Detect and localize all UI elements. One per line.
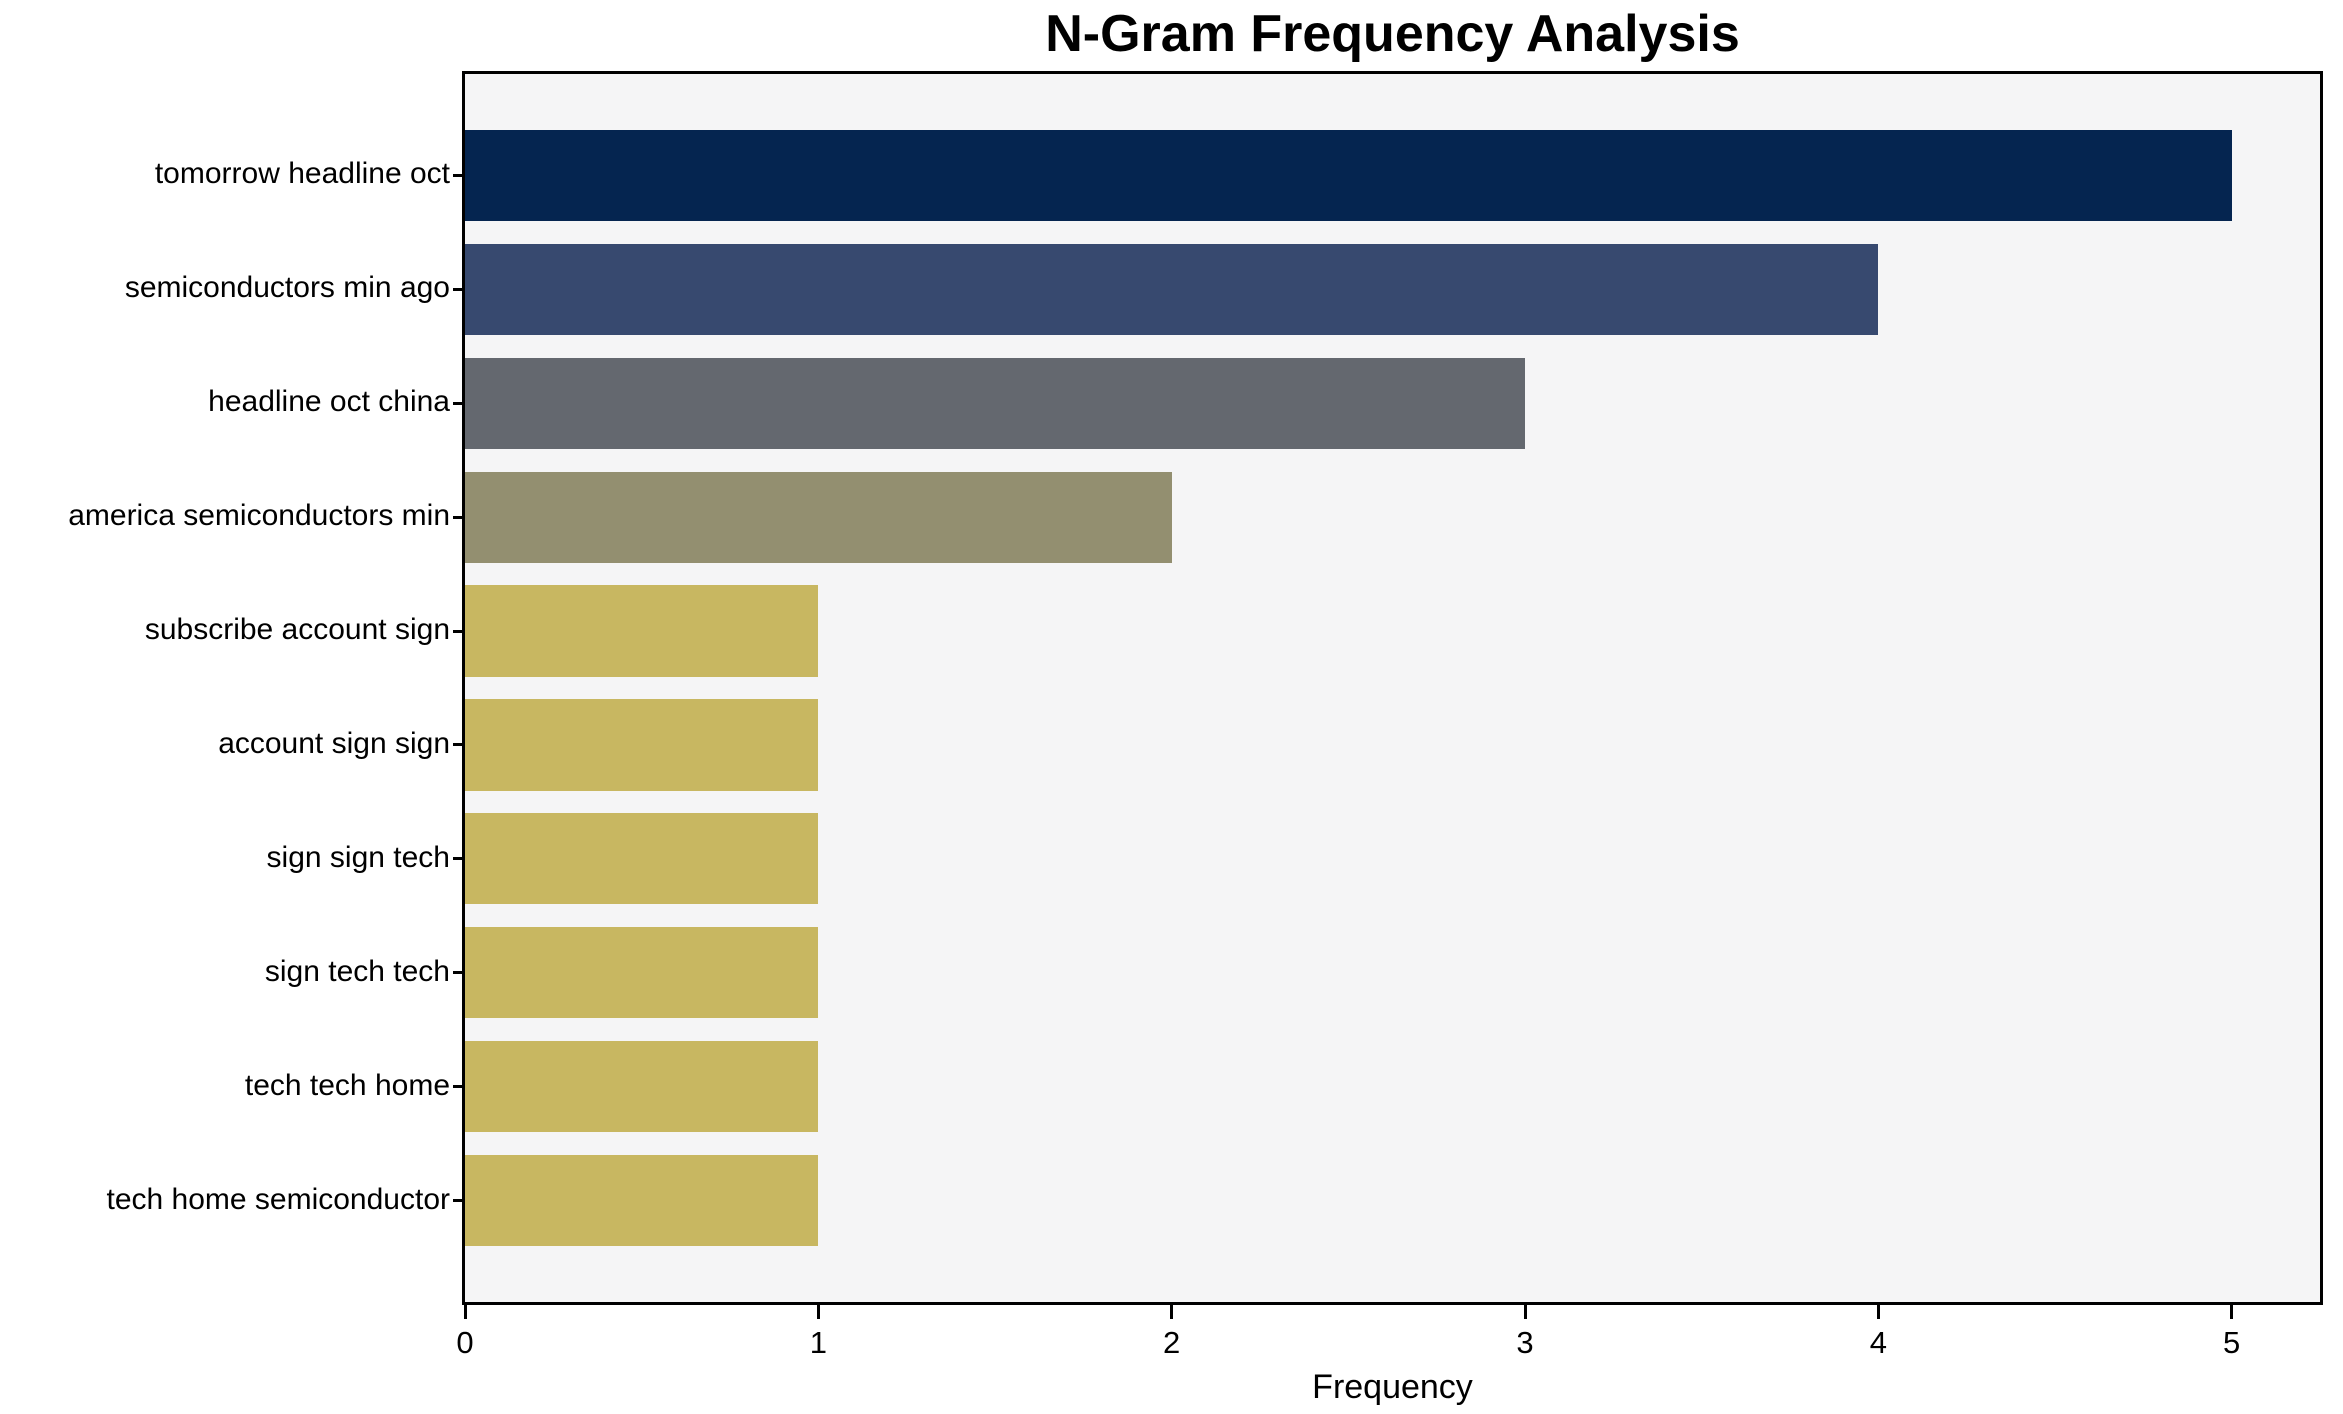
x-tick-mark (2230, 1305, 2234, 1319)
x-tick-mark (1523, 1305, 1527, 1319)
bar (465, 927, 819, 1019)
x-axis: 0 1 2 3 4 5 (456, 1305, 2323, 1405)
x-tick-label: 4 (1869, 1325, 1887, 1360)
y-tick-mark (453, 287, 462, 291)
bar (465, 813, 819, 905)
bar (465, 357, 1525, 449)
bar (465, 1155, 819, 1247)
y-tick-mark (453, 173, 462, 177)
y-axis-label: tech tech home (244, 1068, 450, 1102)
x-tick-mark (1170, 1305, 1174, 1319)
y-axis-label: america semiconductors min (68, 499, 450, 533)
chart-title: N-Gram Frequency Analysis (1045, 5, 1740, 63)
y-axis-label: subscribe account sign (144, 613, 450, 647)
y-tick-mark (453, 1085, 462, 1089)
x-tick-mark (463, 1305, 467, 1319)
x-tick-label: 5 (2223, 1325, 2241, 1360)
x-tick-mark (816, 1305, 820, 1319)
y-tick-mark (453, 971, 462, 975)
y-axis-label: headline oct china (208, 385, 450, 419)
x-tick-label: 2 (1163, 1325, 1181, 1360)
x-tick-mark (1876, 1305, 1880, 1319)
bar (465, 699, 819, 791)
y-tick-mark (453, 629, 462, 633)
y-tick-mark (453, 743, 462, 747)
y-axis-label: sign sign tech (266, 840, 450, 874)
bar (465, 585, 819, 677)
y-tick-mark (453, 401, 462, 405)
y-axis-labels: tomorrow headline oct semiconductors min … (0, 71, 462, 1305)
x-axis-title: Frequency (1312, 1368, 1473, 1406)
bar (465, 243, 1879, 335)
bar (465, 1041, 819, 1133)
x-tick-label: 1 (809, 1325, 827, 1360)
y-axis-label: tech home semiconductor (106, 1182, 450, 1216)
x-tick-label: 0 (456, 1325, 474, 1360)
y-tick-mark (453, 1199, 462, 1203)
y-axis-label: tomorrow headline oct (154, 157, 450, 191)
bar (465, 129, 2232, 221)
bar (465, 471, 1172, 563)
y-axis-label: sign tech tech (264, 954, 450, 988)
y-tick-mark (453, 515, 462, 519)
y-tick-mark (453, 857, 462, 861)
y-axis-label: account sign sign (218, 726, 450, 760)
plot-area (462, 71, 2323, 1305)
y-axis-label: semiconductors min ago (124, 271, 450, 305)
x-tick-label: 3 (1516, 1325, 1534, 1360)
